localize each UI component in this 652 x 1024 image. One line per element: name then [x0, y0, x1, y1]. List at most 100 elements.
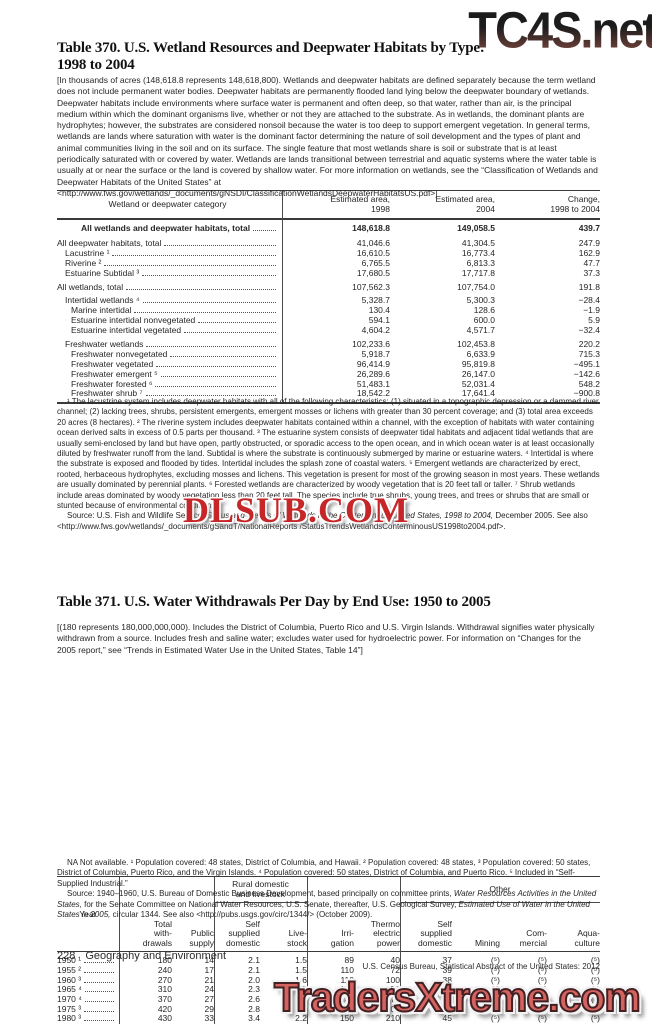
table-370-intro: [In thousands of acres (148,618.8 repres… [57, 75, 598, 198]
row-label: All wetlands and deepwater habitats, tot… [81, 223, 251, 233]
table-row: 1975 ³ 420 29 2.8 2.1 140 200 45 (⁵) (⁵) (⁵) [57, 1004, 600, 1014]
dot-leader [142, 274, 276, 276]
table-370-title-line2: 1998 to 2004 [57, 57, 135, 73]
cell-value: 180 [157, 955, 172, 966]
cell-value: (⁵) [490, 1013, 500, 1024]
year-cell: 1955 ² [57, 965, 119, 975]
cell-value: (⁵) [490, 984, 500, 995]
cell-value: 1.7 [295, 984, 307, 995]
cell-value: 150 [339, 1013, 354, 1024]
row-label: 1960 ³ [57, 974, 82, 985]
cell-value: 89 [344, 955, 354, 966]
cell-value: 4,571.7 [466, 325, 495, 336]
table-371-body: 1950 ¹ 180 14 2.1 1.5 89 40 37 (⁵) (⁵) (⁵) 1955 ² 24… [57, 952, 600, 1024]
source-text: Source: 1940–1960, U.S. Bureau of Domest… [67, 889, 454, 899]
table-370-vertical-rule [282, 191, 283, 403]
dot-leader [84, 981, 114, 983]
year-cell: 1960 ³ [57, 975, 119, 985]
group-subheaders: Self supplied domestic Live- stock [214, 903, 307, 951]
row-label: All wetlands, total [57, 281, 124, 292]
table-371-vertical-rule [119, 877, 120, 1024]
cell-value: 191.8 [578, 281, 600, 292]
row-label: 1975 ³ [57, 1003, 82, 1014]
column-header-category: Wetland or deepwater category [108, 199, 227, 209]
dot-leader [170, 355, 276, 357]
table-370-title-line1: Table 370. U.S. Wetland Resources and De… [57, 40, 485, 56]
row-label: 1955 ² [57, 965, 82, 976]
column-group-rural-domestic-livestock: Rural domestic and livestock Self suppli… [214, 877, 307, 951]
column-header-self-supplied-other: Self supplied domestic [417, 918, 452, 948]
cell-value: 52,031.4 [461, 378, 495, 389]
source-text: for the Senate Committee on National Wat… [81, 899, 459, 909]
column-header-change: Change, 1998 to 2004 [550, 194, 600, 214]
year-cell: 1975 ³ [57, 1004, 119, 1014]
cell-value: 130 [339, 994, 354, 1005]
table-row: Intertidal wetlands ⁴ 5,328.7 5,300.3 −28.4 [57, 295, 600, 305]
cell-value: 130.4 [368, 305, 390, 316]
table-371: Year Total with- drawals Public supply R… [57, 876, 600, 1024]
cell-value: (⁵) [590, 955, 600, 966]
cell-value: 41,046.6 [356, 238, 390, 248]
column-header-irrigation: Irri- gation [330, 928, 354, 948]
cell-value: 46 [442, 984, 452, 995]
cell-value: (⁵) [490, 974, 500, 985]
row-label: Freshwater emergent ⁵ [71, 368, 158, 379]
cell-value: 148,618.8 [352, 223, 390, 233]
column-group-other: Other Self supplied domestic Mining Com-… [400, 877, 600, 951]
dot-leader [156, 365, 276, 367]
dot-leader [155, 385, 276, 387]
cell-value: 3.4 [248, 1013, 260, 1024]
dot-leader [84, 962, 114, 964]
cell-value: (⁵) [590, 974, 600, 985]
row-label: Estuarine Subtidal ³ [65, 267, 140, 278]
row-label: Intertidal wetlands ⁴ [65, 295, 140, 306]
cell-value: −142.6 [573, 368, 600, 379]
dot-leader [104, 264, 276, 266]
cell-value: 310 [157, 984, 172, 995]
dot-leader [84, 991, 114, 993]
column-header-aquaculture: Aqua- culture [574, 928, 600, 948]
cell-value: 51,483.1 [356, 378, 390, 389]
cell-value: 130 [385, 984, 400, 995]
year-cell: 1970 ⁴ [57, 994, 119, 1004]
cell-value: −28.4 [578, 295, 600, 306]
cell-value: 47 [442, 994, 452, 1005]
source-title-italic: Estimated Use of Water in the United Sta… [57, 899, 590, 920]
cell-value: (⁵) [537, 984, 547, 995]
table-row: Marine intertidal 130.4 128.6 −1.9 [57, 305, 600, 315]
cell-value: 200 [385, 1003, 400, 1014]
table-row: All wetlands and deepwater habitats, tot… [57, 223, 600, 234]
table-row: Freshwater nonvegetated 5,918.7 6,633.9 715… [57, 349, 600, 359]
cell-value: 5,918.7 [361, 348, 390, 359]
table-370-footnotes: ¹ The lacustrine system includes deepwat… [57, 397, 600, 511]
table-row: 1955 ² 240 17 2.1 1.5 110 72 39 (⁵) (⁵) (⁵) [57, 965, 600, 975]
cell-value: (⁵) [537, 955, 547, 966]
column-header-commercial: Com- mercial [519, 928, 547, 948]
cell-value: 110 [340, 974, 354, 985]
table-row: Lacustrine ¹ 16,610.5 16,773.4 162.9 [57, 248, 600, 258]
row-label: All deepwater habitats, total [57, 238, 162, 248]
cell-value: 370 [157, 994, 172, 1005]
row-label: Estuarine intertidal nonvegetated [71, 315, 196, 326]
table-row: 1980 ³ 430 33 3.4 2.2 150 210 45 (⁵) (⁵) (⁵) [57, 1013, 600, 1023]
cell-value: (⁵) [537, 1013, 547, 1024]
footer-left: 228 Geography and Environment [57, 950, 226, 962]
cell-value: 2.1 [248, 955, 260, 966]
cell-value: 162.9 [578, 247, 600, 258]
row-label: Riverine ² [65, 257, 102, 268]
section-title: Geography and Environment [85, 950, 227, 962]
cell-value: 47.7 [583, 257, 600, 268]
dot-leader [146, 346, 276, 348]
cell-value: 2.1 [248, 965, 260, 976]
column-header-public-supply: Public supply [189, 928, 214, 948]
cell-value: 17,641.4 [461, 388, 495, 399]
row-label: 1970 ⁴ [57, 994, 82, 1005]
row-label: Lacustrine ¹ [65, 247, 110, 258]
cell-value: 37 [442, 955, 452, 966]
row-label: 1965 ⁴ [57, 984, 82, 995]
cell-value: 5,300.3 [466, 295, 495, 306]
cell-value: 439.7 [578, 223, 600, 233]
table-row: 1950 ¹ 180 14 2.1 1.5 89 40 37 (⁵) (⁵) (⁵) [57, 955, 600, 965]
cell-value: 21 [204, 974, 214, 985]
cell-value: −32.4 [578, 325, 600, 336]
